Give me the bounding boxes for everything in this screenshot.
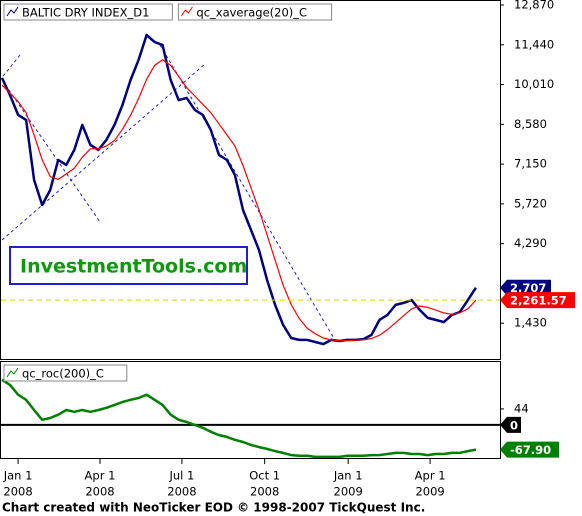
y-tick-label: 4,290 xyxy=(514,236,547,250)
series-group xyxy=(1,378,477,458)
y-tick-label: 5,720 xyxy=(514,196,547,210)
y-tick-label: 8,580 xyxy=(514,117,547,131)
last-value-label: -67.90 xyxy=(510,443,551,457)
x-tick-year: 2008 xyxy=(167,485,196,499)
x-tick-year: 2009 xyxy=(334,485,363,499)
legend-icon xyxy=(6,6,19,17)
trend-line xyxy=(1,54,21,80)
x-tick-label: Oct 1 xyxy=(249,469,280,483)
last-value-box xyxy=(500,441,559,458)
last-value-label: 2,261.57 xyxy=(510,294,567,308)
last-value-box xyxy=(500,292,575,309)
legend-box xyxy=(177,3,333,21)
y-tick-label: 12,870 xyxy=(514,0,554,12)
x-tick-label: Apr 1 xyxy=(415,469,446,483)
legend-box xyxy=(3,364,128,382)
x-tick-label: Jul 1 xyxy=(168,469,194,483)
x-tick-label: Jan 1 xyxy=(333,469,363,483)
footer: Chart created with NeoTicker EOD © 1998-… xyxy=(2,501,425,515)
x-tick-year: 2008 xyxy=(85,485,114,499)
trend-line xyxy=(1,79,101,223)
watermark: InvestmentTools.com xyxy=(9,246,248,285)
y-tick-label: 44 xyxy=(514,401,529,415)
x-tick-year: 2008 xyxy=(3,485,32,499)
trend-lines xyxy=(1,44,336,341)
legend-label: qc_roc(200)_C xyxy=(22,367,104,381)
legend-box xyxy=(3,3,173,21)
x-tick-label: Jan 1 xyxy=(3,469,33,483)
series-group xyxy=(1,33,500,346)
x-tick-label: Apr 1 xyxy=(85,469,116,483)
legend-icon xyxy=(180,6,193,17)
legend-label: qc_xaverage(20)_C xyxy=(196,6,307,20)
y-tick-label: 11,440 xyxy=(514,37,554,51)
series-line xyxy=(1,378,477,458)
y-tick-label: 1,430 xyxy=(514,316,547,330)
y-tick-label: 7,150 xyxy=(514,157,547,171)
y-tick-label: 10,010 xyxy=(514,77,554,91)
watermark-text: InvestmentTools.com xyxy=(20,256,247,278)
trend-line xyxy=(1,63,206,241)
last-value-label: 0 xyxy=(510,418,518,432)
price-panel xyxy=(0,0,501,360)
legend-icon xyxy=(6,367,19,378)
legend-label: BALTIC DRY INDEX_D1 xyxy=(22,6,149,20)
last-value-box xyxy=(500,279,551,296)
watermark-box xyxy=(9,246,248,285)
x-tick-year: 2009 xyxy=(415,485,444,499)
series-line xyxy=(1,59,477,342)
x-tick-year: 2008 xyxy=(250,485,279,499)
last-value-label: 2,707 xyxy=(510,281,546,295)
last-value-box xyxy=(500,416,521,433)
series-line xyxy=(1,33,477,346)
